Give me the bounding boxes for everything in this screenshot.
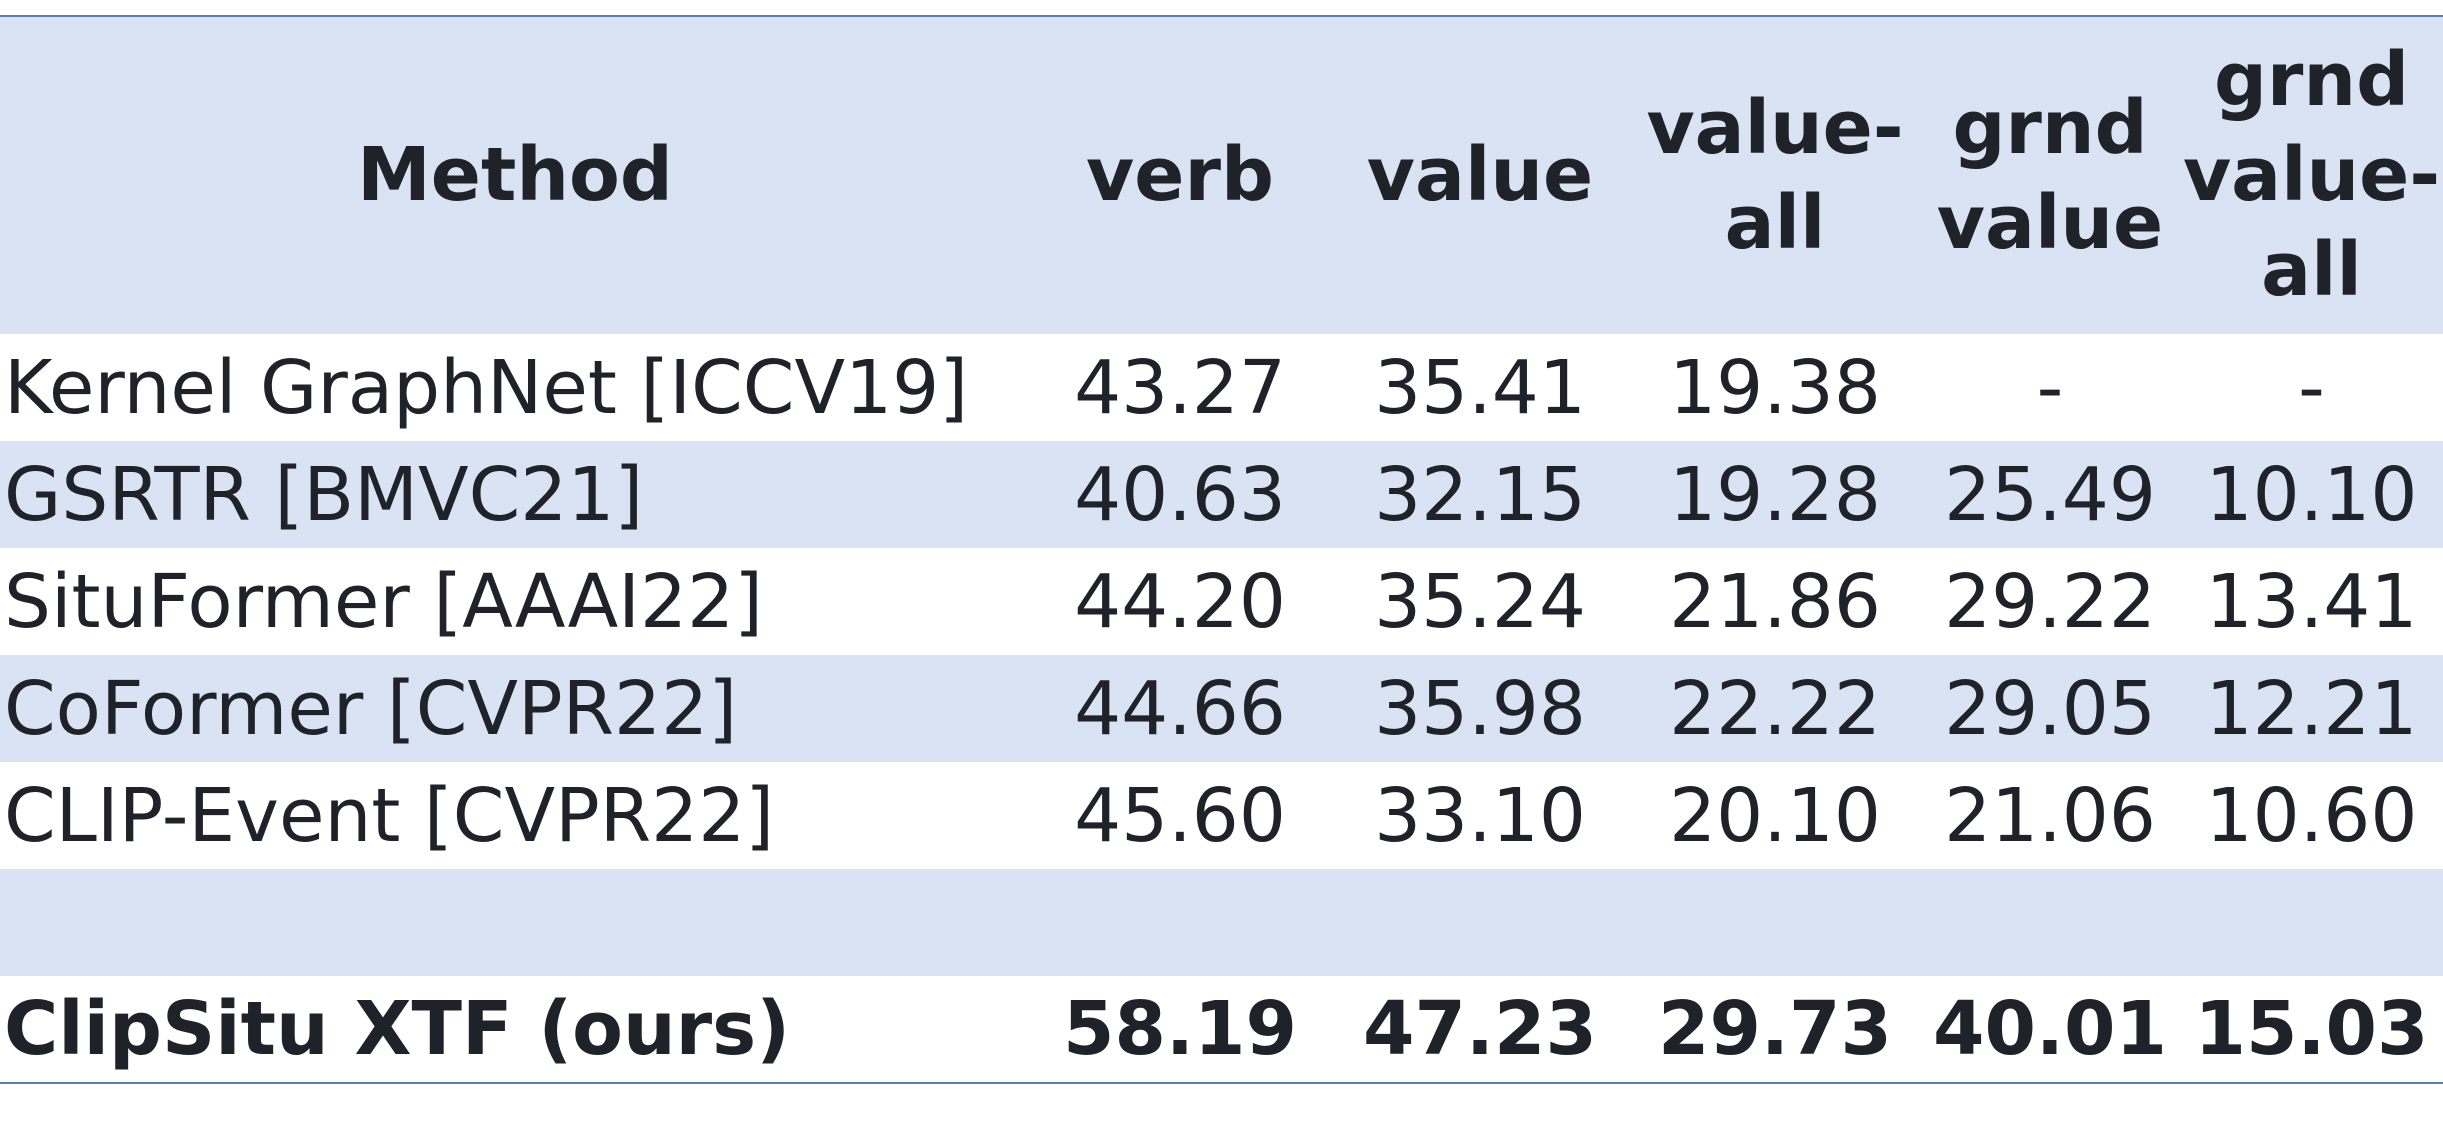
verb-cell: 58.19 (1062, 986, 1298, 1072)
method-cell: SituFormer [AAAI22] (4, 558, 764, 645)
method-cell: ClipSitu XTF (ours) (4, 986, 791, 1072)
header-grnd-value-line: grnd (1952, 84, 2148, 171)
grnd-value-cell: 21.06 (1944, 772, 2156, 859)
table-row: Kernel GraphNet [ICCV19] 43.27 35.41 19.38 -… (0, 334, 2443, 441)
method-cell: CLIP-Event [CVPR22] (4, 772, 775, 859)
value-cell (1330, 869, 1630, 976)
grnd-value-all-cell: 10.10 (2205, 451, 2418, 538)
value-cell: 35.41 (1374, 344, 1586, 431)
header-method-line: Method (357, 132, 673, 218)
value-all-cell: 22.22 (1669, 665, 1881, 752)
table-row-ours: ClipSitu XTF (ours) 58.19 47.23 29.73 40.01 1… (0, 976, 2443, 1083)
header-value-line: value (1366, 132, 1594, 218)
table-body: Kernel GraphNet [ICCV19] 43.27 35.41 19.38 -… (0, 334, 2443, 1083)
table-row (0, 869, 2443, 976)
header-row: Method verb value value-all grnd value grnd val… (0, 16, 2443, 334)
value-cell: 32.15 (1374, 451, 1586, 538)
grnd-value-cell: - (2036, 344, 2064, 431)
header-value-all-line: all (1724, 179, 1826, 266)
header-grnd-value-all-line: all (2261, 227, 2362, 313)
header-value: value (1330, 16, 1630, 334)
verb-cell: 40.63 (1074, 451, 1286, 538)
header-grnd-value-all: grnd value-all (2180, 16, 2443, 334)
value-all-cell (1630, 869, 1920, 976)
method-cell: Kernel GraphNet [ICCV19] (4, 344, 969, 431)
value-all-cell: 19.38 (1669, 344, 1881, 431)
verb-cell: 44.20 (1074, 558, 1286, 645)
table-row: GSRTR [BMVC21] 40.63 32.15 19.28 25.49 10.10 (0, 441, 2443, 548)
results-table: Method verb value value-all grnd value grnd val… (0, 15, 2443, 1084)
grnd-value-all-cell: 15.03 (2194, 986, 2429, 1072)
grnd-value-all-cell: 10.60 (2205, 772, 2418, 859)
method-cell (0, 869, 1030, 976)
header-verb-line: verb (1086, 132, 1274, 218)
value-all-cell: 19.28 (1669, 451, 1881, 538)
header-verb: verb (1030, 16, 1330, 334)
header-grnd-value-all-line: grnd (2213, 37, 2410, 123)
grnd-value-cell: 29.22 (1944, 558, 2156, 645)
grnd-value-all-cell: 13.41 (2205, 558, 2418, 645)
value-cell: 47.23 (1362, 986, 1598, 1072)
header-grnd-value-all-line: value- (2182, 132, 2441, 218)
verb-cell: 44.66 (1074, 665, 1286, 752)
value-all-cell: 29.73 (1657, 986, 1893, 1072)
grnd-value-all-cell: - (2298, 344, 2325, 431)
header-value-all: value-all (1630, 16, 1920, 334)
table-row: CoFormer [CVPR22] 44.66 35.98 22.22 29.05 12.… (0, 655, 2443, 762)
method-cell: GSRTR [BMVC21] (4, 451, 644, 538)
value-cell: 35.98 (1374, 665, 1586, 752)
grnd-value-all-cell: 12.21 (2205, 665, 2418, 752)
verb-cell: 45.60 (1074, 772, 1286, 859)
grnd-value-cell (1920, 869, 2180, 976)
method-cell: CoFormer [CVPR22] (4, 665, 738, 752)
table-header: Method verb value value-all grnd value grnd val… (0, 16, 2443, 334)
verb-cell: 43.27 (1074, 344, 1286, 431)
grnd-value-cell: 25.49 (1944, 451, 2156, 538)
header-grnd-value-line: value (1936, 179, 2164, 266)
grnd-value-cell: 40.01 (1932, 986, 2168, 1072)
header-method: Method (0, 16, 1030, 334)
grnd-value-all-cell (2180, 869, 2443, 976)
header-grnd-value: grnd value (1920, 16, 2180, 334)
value-all-cell: 21.86 (1669, 558, 1881, 645)
table-row: CLIP-Event [CVPR22] 45.60 33.10 20.10 21.06 1… (0, 762, 2443, 869)
value-cell: 33.10 (1374, 772, 1586, 859)
grnd-value-cell: 29.05 (1944, 665, 2156, 752)
value-cell: 35.24 (1374, 558, 1586, 645)
table-row: SituFormer [AAAI22] 44.20 35.24 21.86 29.22 1… (0, 548, 2443, 655)
verb-cell (1030, 869, 1330, 976)
header-value-all-line: value- (1646, 84, 1904, 171)
value-all-cell: 20.10 (1669, 772, 1881, 859)
